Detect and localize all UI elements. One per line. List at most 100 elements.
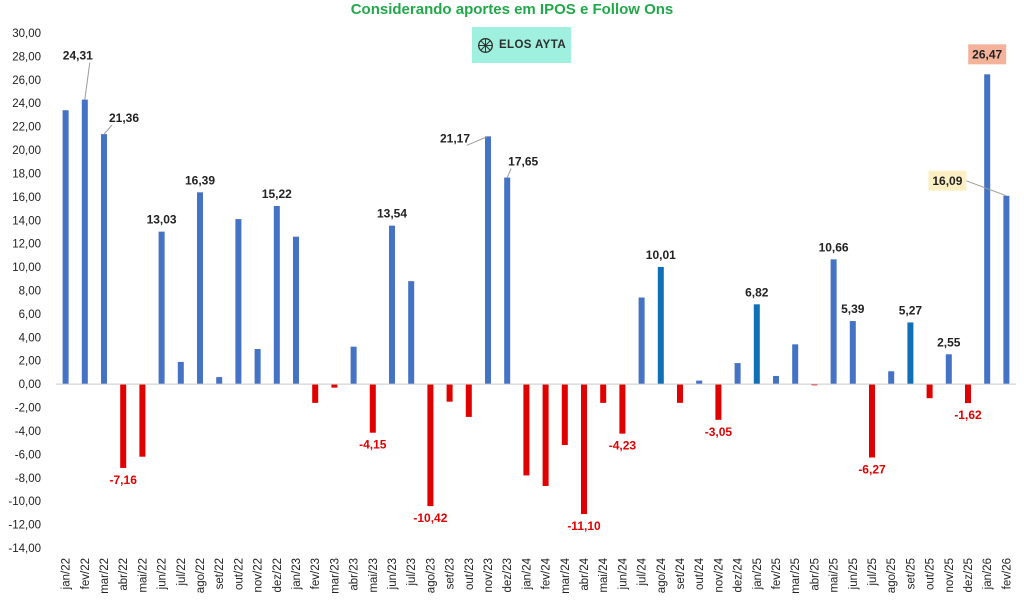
y-tick-label: 10,00 [12, 262, 41, 274]
x-tick-label: fev/25 [771, 558, 783, 589]
x-tick-label: dez/24 [733, 557, 745, 592]
x-tick-label: jun/24 [617, 557, 629, 590]
x-tick-label: mar/22 [99, 558, 111, 594]
bar [177, 361, 184, 385]
bar [811, 384, 818, 386]
y-tick-label: 16,00 [12, 192, 41, 204]
x-tick-label: jun/23 [387, 558, 399, 590]
bar [273, 205, 280, 385]
data-label: 10,66 [819, 240, 849, 254]
bar [485, 136, 491, 385]
data-label-box [968, 44, 1007, 65]
data-label: 16,39 [185, 173, 215, 187]
bar [561, 384, 568, 445]
bar [331, 384, 338, 388]
bar [715, 384, 722, 420]
bar [600, 384, 607, 403]
bar [907, 322, 914, 385]
bar [984, 74, 991, 385]
x-tick-label: nov/23 [483, 558, 495, 593]
leader-line [506, 168, 512, 178]
x-tick-label: jan/25 [752, 558, 764, 590]
x-tick-label: jan/26 [982, 558, 994, 590]
x-tick-label: mai/23 [368, 558, 380, 593]
x-tick-label: set/22 [214, 558, 226, 589]
x-tick-label: fev/22 [80, 558, 92, 589]
bar [734, 363, 741, 385]
x-tick-label: out/25 [925, 558, 937, 590]
x-tick-label: set/24 [675, 557, 687, 589]
data-label: 13,54 [377, 207, 407, 221]
data-label: 6,82 [745, 285, 769, 299]
leader-line [103, 124, 113, 135]
x-tick-label: jul/23 [406, 558, 418, 587]
bar [888, 371, 895, 385]
bar [926, 384, 933, 399]
data-label: 13,03 [147, 213, 177, 227]
bar [350, 346, 357, 385]
x-tick-label: mai/22 [137, 558, 149, 593]
x-tick-label: jan/24 [521, 557, 533, 590]
bar [158, 231, 165, 385]
data-label: 17,65 [508, 155, 538, 169]
bar [945, 354, 952, 385]
y-tick-label: 14,00 [12, 215, 41, 227]
y-tick-label: 28,00 [12, 51, 41, 63]
bar [619, 384, 626, 434]
bar [139, 384, 146, 457]
leader-line [84, 62, 91, 100]
x-tick-label: nov/22 [253, 558, 265, 593]
leader-line [466, 135, 489, 146]
bar [773, 375, 779, 385]
bar [446, 384, 453, 402]
bar [254, 349, 261, 385]
bar [830, 259, 837, 385]
data-label: 24,31 [63, 49, 93, 63]
x-tick-label: jan/23 [291, 558, 303, 590]
logo-text: ELOS AYTA [498, 39, 567, 51]
y-tick-label: 22,00 [12, 122, 41, 134]
x-tick-label: dez/23 [502, 558, 514, 593]
bar [120, 384, 127, 468]
x-tick-label: fev/26 [1001, 558, 1013, 589]
x-tick-label: nov/25 [944, 558, 956, 593]
bar [312, 384, 319, 403]
logo-badge: ELOS AYTA [472, 27, 571, 63]
y-tick-label: 0,00 [19, 379, 41, 391]
bar [408, 281, 415, 385]
x-tick-label: abr/25 [809, 558, 821, 591]
bar [235, 219, 242, 385]
x-tick-label: ago/25 [886, 558, 898, 593]
x-tick-label: mai/24 [598, 557, 610, 592]
x-tick-label: jul/22 [176, 558, 188, 587]
y-tick-label: 18,00 [12, 168, 41, 180]
bar [523, 384, 530, 476]
x-tick-label: jun/25 [848, 558, 860, 590]
bar [792, 344, 799, 385]
x-tick-label: ago/22 [195, 558, 207, 593]
bar [638, 297, 645, 385]
y-tick-label: 26,00 [12, 75, 41, 87]
x-tick-label: jan/22 [61, 558, 73, 590]
x-tick-label: fev/24 [541, 557, 553, 589]
data-label: -4,15 [359, 438, 387, 452]
data-label: -11,10 [567, 519, 601, 533]
bar [81, 99, 88, 385]
y-tick-label: -14,00 [8, 543, 41, 555]
y-tick-label: 30,00 [12, 28, 41, 40]
globe-logo-icon [477, 37, 493, 53]
x-tick-label: mar/24 [560, 557, 572, 593]
bar [197, 192, 203, 385]
bar [677, 384, 683, 403]
data-label: 5,27 [899, 303, 923, 317]
data-label: -4,23 [609, 439, 637, 453]
y-tick-label: 6,00 [19, 309, 41, 321]
x-tick-label: abr/22 [118, 558, 130, 591]
x-tick-label: out/22 [233, 558, 245, 590]
data-label: -3,05 [705, 425, 733, 439]
x-tick-label: mai/25 [829, 558, 841, 593]
data-label: 10,01 [646, 248, 676, 262]
bar [965, 384, 971, 404]
data-label: -1,62 [954, 408, 982, 422]
